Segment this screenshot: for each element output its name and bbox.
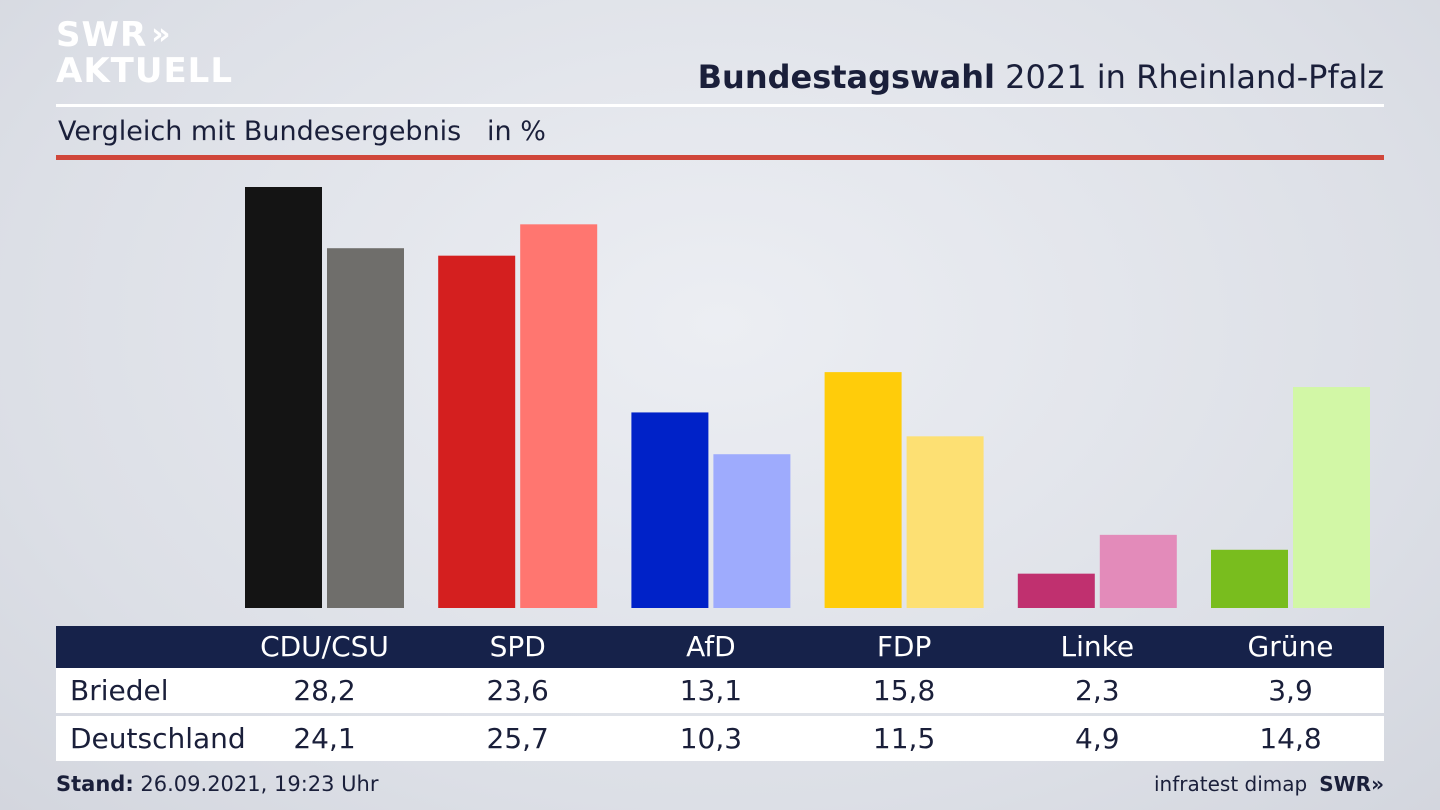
value-gr-ne-deutschland: 14,8 [1259,722,1322,755]
bar-afd-deutschland [713,454,791,608]
value-gr-ne-briedel: 3,9 [1268,674,1313,707]
column-header-gr-ne: Grüne [1247,630,1334,663]
row-label-deutschland: Deutschland [70,722,246,755]
bar-fdp-deutschland [906,436,984,608]
value-afd-briedel: 13,1 [679,674,743,707]
title-divider [56,104,1384,107]
bar-spd-briedel [438,255,516,608]
timestamp: Stand: 26.09.2021, 19:23 Uhr [56,772,379,796]
timestamp-value: 26.09.2021, 19:23 Uhr [133,772,379,796]
value-fdp-deutschland: 11,5 [872,722,936,755]
value-fdp-briedel: 15,8 [872,674,936,707]
value-cdu-csu-briedel: 28,2 [293,674,356,707]
value-spd-deutschland: 25,7 [486,722,549,755]
column-header-linke: Linke [1060,630,1135,663]
column-header-spd: SPD [489,630,546,663]
logo-text-swr: SWR [56,15,148,55]
swr-aktuell-logo: SWR» AKTUELL [56,18,233,88]
bar-linke-briedel [1017,573,1095,608]
value-cdu-csu-deutschland: 24,1 [293,722,356,755]
bar-cdu-csu-briedel [245,187,322,608]
timestamp-label: Stand: [56,772,134,796]
value-afd-deutschland: 10,3 [679,722,743,755]
bar-linke-deutschland [1099,534,1177,608]
title-bold: Bundestagswahl [697,58,995,96]
title-rest: 2021 in Rheinland-Pfalz [995,58,1384,96]
column-header-fdp: FDP [876,630,932,663]
page-title: Bundestagswahl 2021 in Rheinland-Pfalz [698,58,1384,96]
source-credit: infratest dimap SWR» [1154,772,1384,796]
subtitle-divider [56,155,1384,160]
row-label-briedel: Briedel [70,674,169,707]
swr-brand-icon: SWR» [1319,772,1384,796]
value-linke-deutschland: 4,9 [1075,722,1120,755]
table-row-deutschland: Deutschland 24,1 25,7 10,3 11,5 4,9 14,8 [56,716,1384,761]
table-row-briedel: Briedel 28,2 23,6 13,1 15,8 2,3 3,9 [56,668,1384,713]
bar-spd-deutschland [520,224,598,608]
bar-gr-ne-deutschland [1293,387,1370,608]
logo-text-aktuell: AKTUELL [56,51,234,91]
column-header-afd: AfD [686,630,736,663]
column-header-cdu-csu: CDU/CSU [260,630,389,663]
bar-fdp-briedel [824,372,902,608]
subtitle: Vergleich mit Bundesergebnis in % [58,116,546,147]
bar-afd-briedel [631,412,709,608]
source-name: infratest dimap [1154,772,1308,796]
bar-cdu-csu-deutschland [327,248,404,608]
value-linke-briedel: 2,3 [1075,674,1120,707]
bar-gr-ne-briedel [1211,549,1288,608]
value-spd-briedel: 23,6 [486,674,549,707]
table-header: CDU/CSU SPD AfD FDP Linke Grüne [56,626,1384,668]
